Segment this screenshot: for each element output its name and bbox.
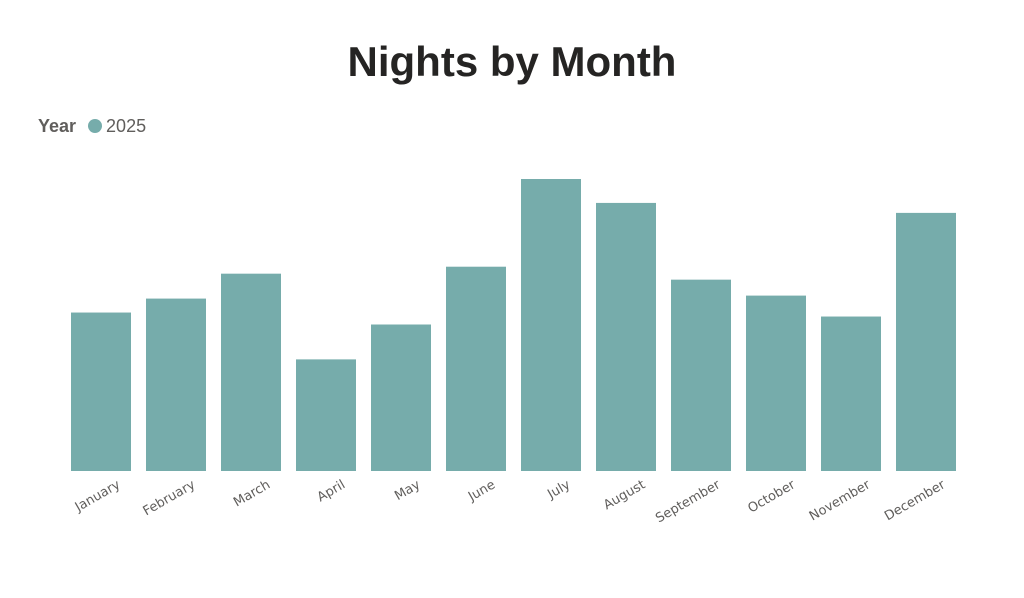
chart-title: Nights by Month — [347, 38, 677, 85]
legend: Year 2025 — [38, 114, 146, 138]
x-tick-label-september: September — [653, 477, 723, 526]
x-tick-label-april: April — [315, 477, 348, 505]
x-tick-label-october: October — [745, 477, 798, 516]
legend-title: Year — [38, 115, 77, 136]
x-tick-label-july: July — [544, 477, 573, 502]
x-tick-label-august: August — [601, 477, 648, 513]
bar-november[interactable] — [821, 316, 881, 471]
bar-august[interactable] — [596, 202, 656, 471]
bar-january[interactable] — [71, 312, 131, 471]
bar-february[interactable] — [146, 298, 206, 471]
bar-july[interactable] — [521, 179, 581, 471]
legend-marker — [88, 119, 103, 133]
x-tick-label-march: March — [231, 477, 273, 510]
bar-october[interactable] — [746, 295, 806, 471]
legend-series-label: 2025 — [106, 115, 147, 136]
x-tick-label-may: May — [392, 477, 423, 504]
bar-september[interactable] — [671, 279, 731, 471]
x-tick-label-november: November — [807, 477, 874, 524]
x-tick-label-january: January — [72, 477, 123, 515]
x-tick-label-december: December — [882, 477, 948, 524]
x-tick-label-june: June — [465, 477, 498, 505]
bar-may[interactable] — [371, 324, 431, 471]
bar-april[interactable] — [296, 359, 356, 471]
x-tick-label-february: February — [141, 477, 199, 519]
bar-march[interactable] — [221, 273, 281, 471]
bar-december[interactable] — [896, 212, 956, 471]
bar-june[interactable] — [446, 266, 506, 471]
